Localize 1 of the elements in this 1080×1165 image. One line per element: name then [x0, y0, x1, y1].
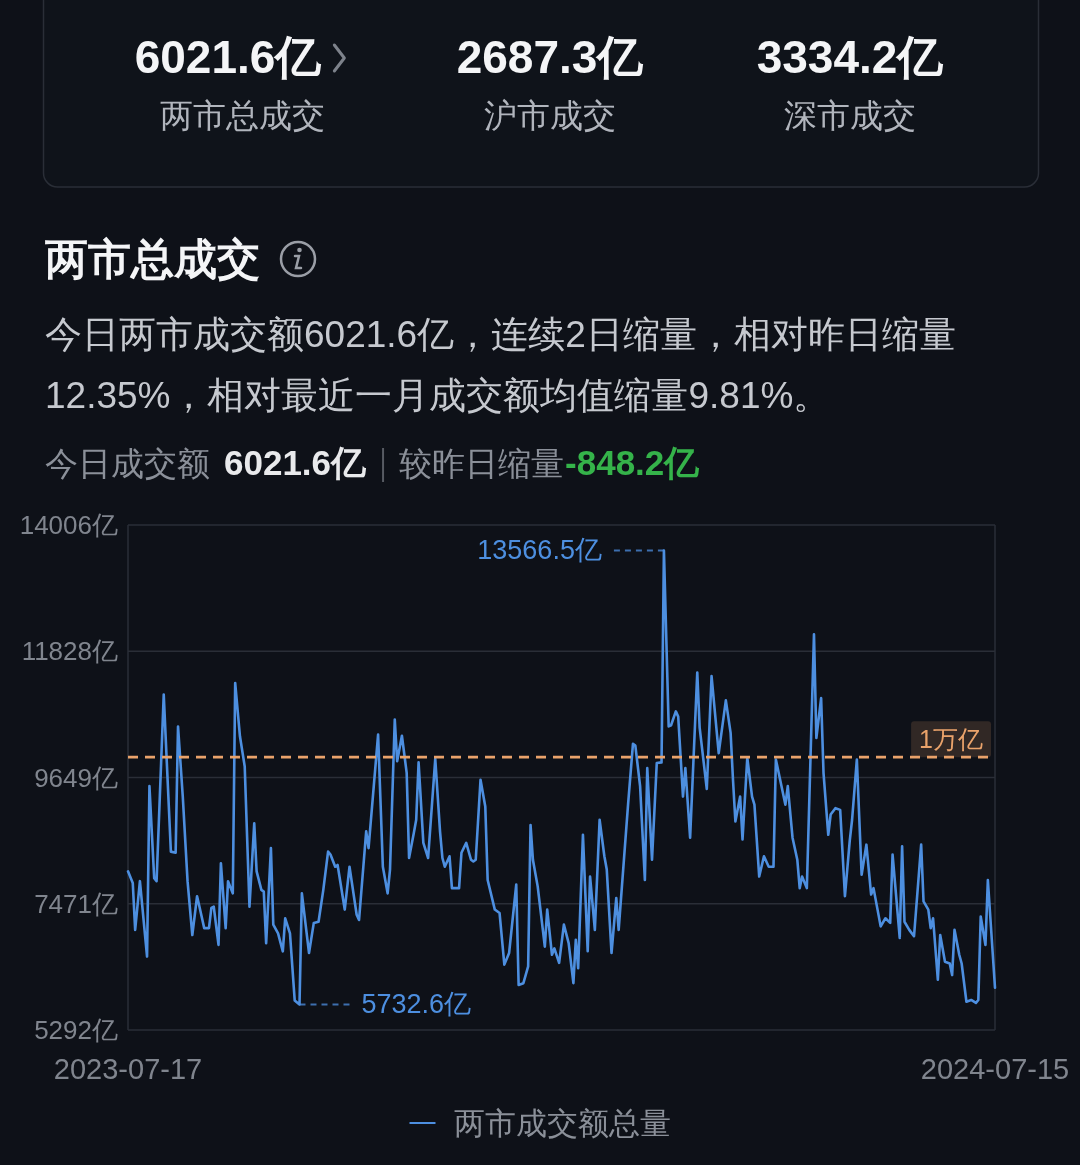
title: 两市总成交 [45, 235, 260, 283]
